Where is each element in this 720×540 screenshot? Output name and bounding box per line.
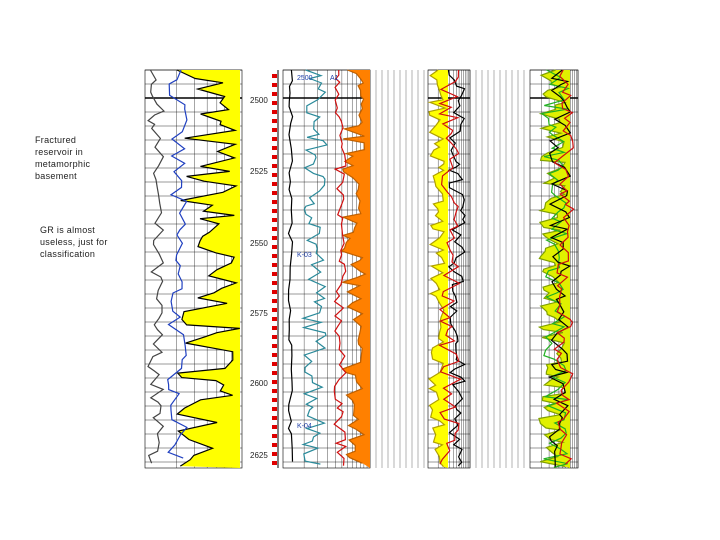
depth-marker <box>272 263 277 267</box>
depth-marker <box>272 443 277 447</box>
depth-marker <box>272 137 277 141</box>
depth-marker <box>272 317 277 321</box>
gr-track <box>147 69 240 468</box>
depth-marker <box>272 272 277 276</box>
depth-marker <box>272 218 277 222</box>
depth-label-2550: 2550 <box>250 239 268 248</box>
depth-marker <box>272 344 277 348</box>
depth-marker <box>272 353 277 357</box>
depth-marker <box>272 254 277 258</box>
depth-marker <box>272 425 277 429</box>
depth-marker <box>272 182 277 186</box>
depth-marker <box>272 173 277 177</box>
depth-marker <box>272 290 277 294</box>
depth-marker <box>272 407 277 411</box>
depth-marker <box>272 434 277 438</box>
porosity-fill <box>341 70 370 468</box>
image-curve-track <box>537 69 575 468</box>
density-curve <box>333 69 348 466</box>
neutron-curve <box>300 69 329 465</box>
depth-marker <box>272 146 277 150</box>
porosity-curve <box>340 69 367 464</box>
depth-marker <box>272 209 277 213</box>
res-shallow-curve <box>438 69 462 465</box>
caliper-curve <box>167 69 188 459</box>
depth-marker <box>272 200 277 204</box>
gr-curve <box>175 69 240 467</box>
annotation-fractured-reservoir: Fractured reservoir in metamorphic basem… <box>35 135 91 181</box>
depth-marker <box>272 83 277 87</box>
depth-marker <box>272 164 277 168</box>
depth-marker <box>272 461 277 465</box>
depth-marker <box>272 308 277 312</box>
gr-fill <box>177 70 240 468</box>
depth-marker <box>272 299 277 303</box>
depth-marker <box>272 326 277 330</box>
depth-label-2575: 2575 <box>250 309 268 318</box>
depth-marker <box>272 362 277 366</box>
depth-marker <box>272 452 277 456</box>
depth-marker <box>272 191 277 195</box>
depth-label-2600: 2600 <box>250 379 268 388</box>
res-deep-curve <box>447 69 467 467</box>
depth-marker <box>272 227 277 231</box>
depth-marker <box>272 389 277 393</box>
curve-labels: 2500 A1 K-03 K-04 <box>297 75 339 430</box>
depth-marker <box>272 155 277 159</box>
annotation-gr-useless: GR is almost useless, just for classific… <box>40 225 108 259</box>
depth-marker <box>272 380 277 384</box>
depth-label-2500: 2500 <box>250 96 268 105</box>
curve-label-low: K-04 <box>297 423 312 430</box>
depth-marker <box>272 335 277 339</box>
image-a-curve <box>537 69 568 468</box>
depth-marker <box>272 281 277 285</box>
curve-label-top-a: 2500 <box>297 75 313 82</box>
sp-curve <box>147 69 165 464</box>
depth-label-2525: 2525 <box>250 167 268 176</box>
bit-size-curve <box>287 69 294 462</box>
depth-marker <box>272 101 277 105</box>
depth-marker <box>272 74 277 78</box>
depth-marker <box>272 119 277 123</box>
depth-label-2625: 2625 <box>250 451 268 460</box>
curve-label-top-b: A1 <box>330 75 339 82</box>
depth-marker <box>272 416 277 420</box>
depth-marker <box>272 110 277 114</box>
depth-track: 2500 2525 2550 2575 2600 2625 <box>250 70 279 468</box>
image-c-curve <box>547 69 572 467</box>
resistivity-track <box>427 69 467 468</box>
res-fill-curve <box>427 69 448 468</box>
depth-marker <box>272 236 277 240</box>
depth-marker <box>272 128 277 132</box>
depth-marker <box>272 398 277 402</box>
depth-marker <box>272 92 277 96</box>
porosity-track <box>287 69 370 468</box>
depth-marker <box>272 371 277 375</box>
image-d-curve <box>553 69 575 465</box>
depth-marker <box>272 245 277 249</box>
curve-label-mid: K-03 <box>297 252 312 259</box>
